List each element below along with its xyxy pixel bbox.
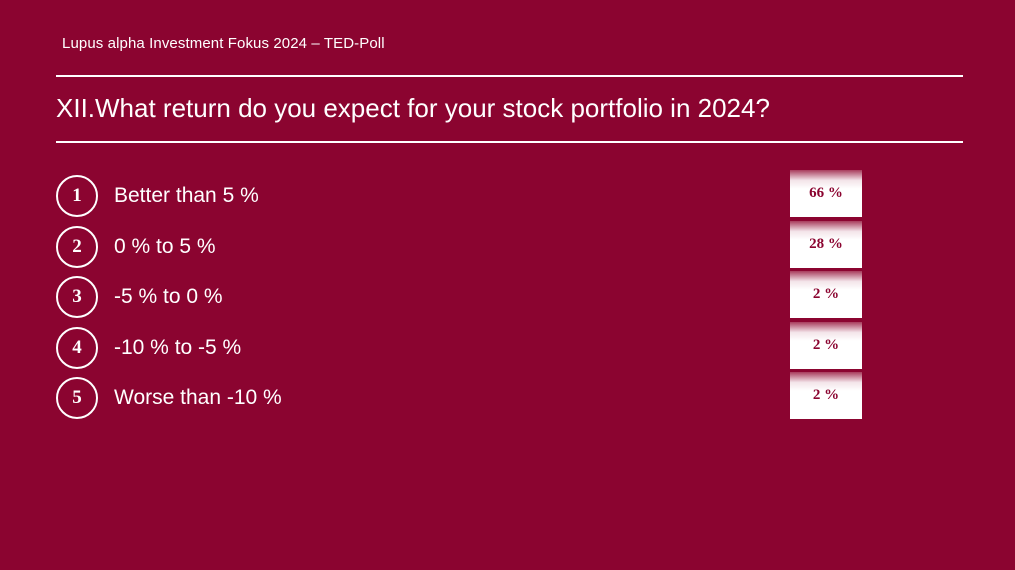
bottom-divider	[56, 141, 963, 143]
option-label: Better than 5 %	[114, 184, 259, 207]
option-label: -10 % to -5 %	[114, 335, 242, 359]
option-label: -5 % to 0 %	[114, 285, 223, 308]
result-value-5: 2 %	[790, 372, 862, 419]
top-divider	[56, 75, 963, 77]
question-title: XII.What return do you expect for your s…	[56, 93, 770, 123]
option-label: Worse than -10 %	[114, 386, 282, 409]
result-value-1: 66 %	[790, 170, 862, 217]
result-value-4: 2 %	[790, 321, 862, 369]
result-value-2: 28 %	[790, 220, 862, 268]
option-number-badge: 5	[56, 377, 98, 419]
option-label: 0 % to 5 %	[114, 234, 216, 258]
option-number-badge: 2	[56, 225, 98, 268]
option-number-badge: 4	[56, 326, 98, 369]
option-number-badge: 1	[56, 175, 98, 217]
results-column: 66 % 28 % 2 % 2 % 2 %	[790, 170, 862, 423]
poll-header: Lupus alpha Investment Fokus 2024 – TED-…	[62, 35, 385, 52]
result-value-3: 2 %	[790, 271, 862, 318]
option-number-badge: 3	[56, 276, 98, 318]
